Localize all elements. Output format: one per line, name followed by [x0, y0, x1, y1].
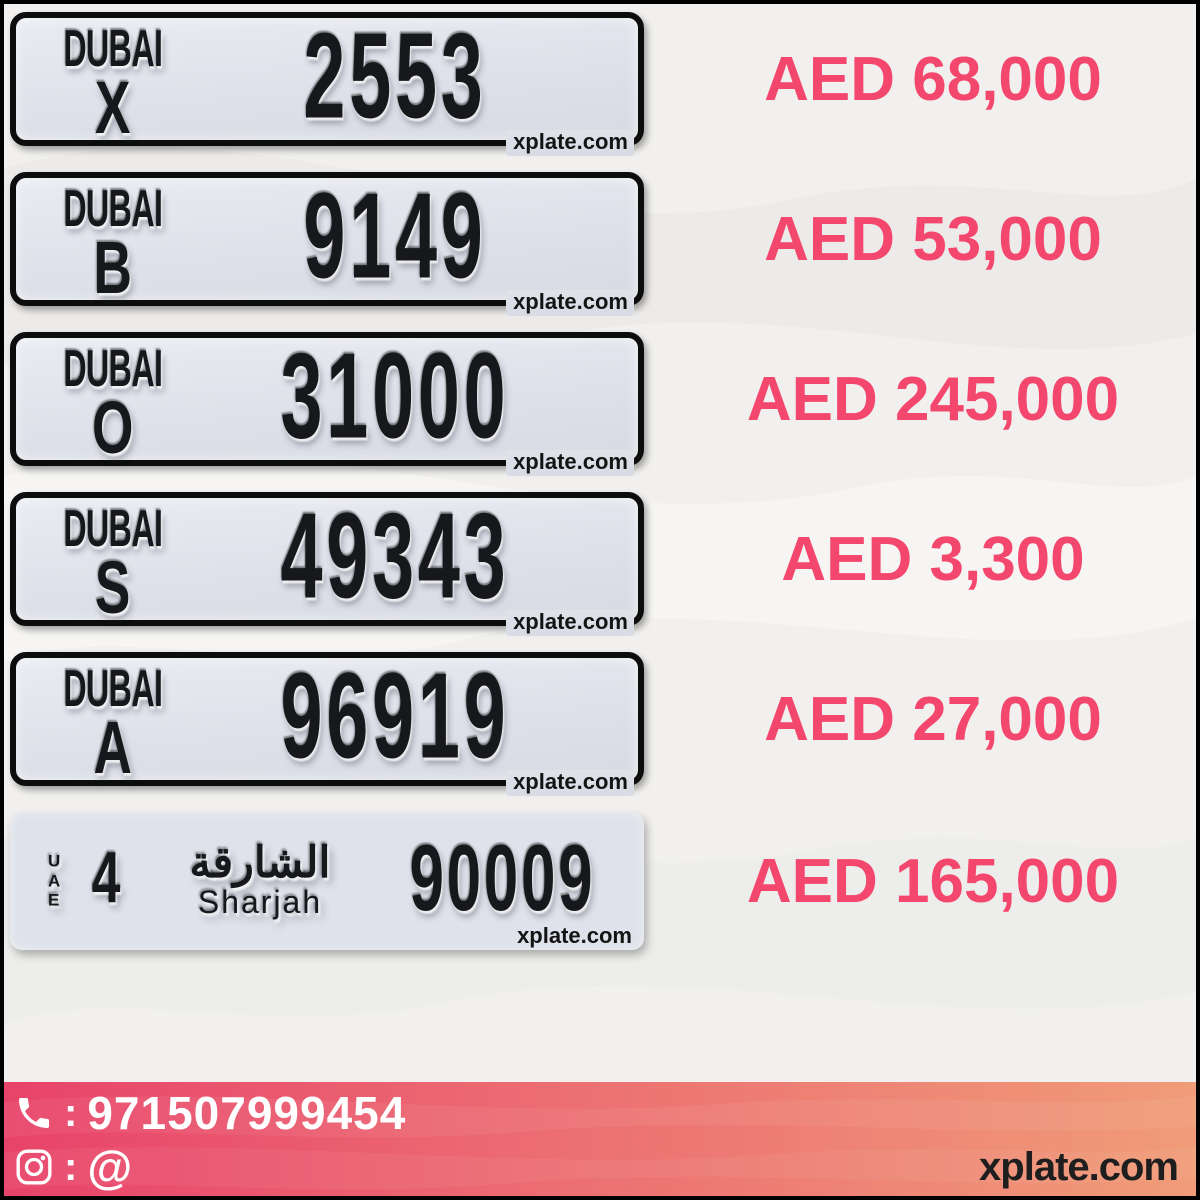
- license-plate-dubai: DUBAI B 9149 xplate.com: [10, 167, 644, 316]
- phone-separator: :: [64, 1091, 78, 1135]
- plate-number: 49343: [280, 487, 510, 624]
- phone-number: 971507999454: [87, 1087, 407, 1139]
- plate-code-letter: S: [95, 545, 131, 629]
- plate-watermark: xplate.com: [506, 449, 634, 476]
- listing-row: DUBAI B 9149 xplate.com AED 53,000: [10, 167, 1186, 316]
- uae-country-label: UAE: [48, 851, 61, 910]
- dubai-emirate-logo: DUBAI: [63, 20, 164, 78]
- sharjah-latin-label: Sharjah: [197, 883, 323, 920]
- price-label: AED 165,000: [746, 846, 1120, 916]
- sharjah-arabic-label: الشارقة: [189, 838, 331, 887]
- plate-code-letter: X: [95, 65, 131, 149]
- instagram-line: : @: [14, 1140, 406, 1194]
- plate-code-digit: 4: [91, 838, 121, 919]
- plate-number: 9149: [303, 167, 487, 304]
- plate-number: 2553: [303, 7, 487, 144]
- plate-watermark: xplate.com: [506, 129, 634, 156]
- plate-watermark: xplate.com: [506, 289, 634, 316]
- instagram-separator: :: [64, 1145, 78, 1189]
- contact-block: : 971507999454 : @: [14, 1086, 406, 1194]
- plate-left-block: DUBAI X: [46, 20, 180, 149]
- plate-code-letter: A: [93, 705, 133, 789]
- listing-row: DUBAI X 2553 xplate.com AED 68,000: [10, 7, 1186, 156]
- footer-contact-band: : 971507999454 : @ xplate.com: [4, 1082, 1196, 1196]
- license-plate-dubai: DUBAI S 49343 xplate.com: [10, 487, 644, 636]
- listing-row: DUBAI A 96919 xplate.com AED 27,000: [10, 647, 1186, 796]
- price-label: AED 53,000: [764, 204, 1102, 274]
- plate-watermark: xplate.com: [506, 609, 634, 636]
- listing-row: DUBAI O 31000 xplate.com AED 245,000: [10, 327, 1186, 476]
- plate-left-block: DUBAI S: [46, 503, 180, 629]
- price-label: AED 3,300: [781, 524, 1085, 594]
- plate-code-letter: B: [93, 225, 133, 309]
- listings-section: DUBAI X 2553 xplate.com AED 68,000 DUBAI…: [4, 4, 1196, 1082]
- sharjah-emirate-logo: الشارقة Sharjah: [158, 838, 362, 920]
- plate-watermark: xplate.com: [506, 769, 634, 796]
- price-label: AED 27,000: [764, 684, 1102, 754]
- price-label: AED 245,000: [746, 364, 1120, 434]
- phone-icon: [14, 1093, 54, 1133]
- site-label: xplate.com: [979, 1145, 1179, 1189]
- phone-line: : 971507999454: [14, 1086, 406, 1140]
- plate-left-block: DUBAI O: [46, 343, 180, 469]
- listing-row: UAE 4 الشارقة Sharjah 90009 xplate.com A…: [10, 812, 1186, 950]
- plate-number: 96919: [280, 647, 510, 784]
- plate-watermark: xplate.com: [517, 922, 632, 948]
- listing-row: DUBAI S 49343 xplate.com AED 3,300: [10, 487, 1186, 636]
- plate-code-letter: O: [92, 385, 134, 469]
- plate-left-block: DUBAI A: [46, 660, 180, 789]
- instagram-icon: [14, 1147, 54, 1187]
- license-plate-dubai: DUBAI A 96919 xplate.com: [10, 647, 644, 796]
- plate-number: 90009: [409, 825, 596, 931]
- license-plate-dubai: DUBAI X 2553 xplate.com: [10, 7, 644, 156]
- license-plate-dubai: DUBAI O 31000 xplate.com: [10, 327, 644, 476]
- instagram-handle: @: [87, 1141, 134, 1193]
- price-label: AED 68,000: [764, 44, 1102, 114]
- dubai-emirate-logo: DUBAI: [63, 660, 164, 718]
- plate-number: 31000: [280, 327, 510, 464]
- plate-left-block: DUBAI B: [46, 183, 180, 309]
- license-plate-sharjah: UAE 4 الشارقة Sharjah 90009 xplate.com: [10, 812, 644, 950]
